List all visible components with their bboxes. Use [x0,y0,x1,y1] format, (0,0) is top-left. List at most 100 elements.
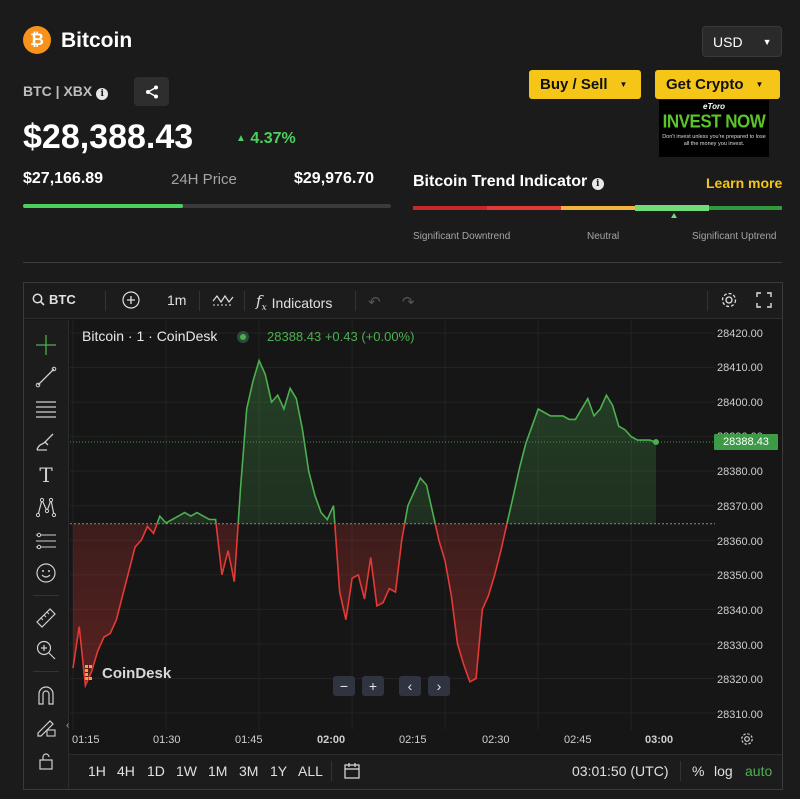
etoro-ad-banner[interactable]: eToro INVEST NOW Don't invest unless you… [659,100,769,157]
crosshair-tool[interactable] [33,333,59,357]
drawing-mode-tool[interactable] [33,715,59,739]
y-tick: 28380.00 [717,466,763,478]
fullscreen-icon [756,292,772,308]
toolbar-separator [199,291,200,311]
ticker-label: BTC | XBX i [23,83,109,100]
range-label: 24H Price [171,171,237,188]
scroll-left-button[interactable]: ‹ [399,676,421,696]
chart-legend-values: 28388.43 +0.43 (+0.00%) [267,329,415,344]
measure-tool[interactable] [33,606,59,630]
prediction-tool[interactable] [33,529,59,553]
symbol-search[interactable]: BTC [32,292,76,307]
trend-line-tool[interactable] [33,365,59,389]
last-price-point [653,439,659,446]
text-tool[interactable]: T [33,463,59,487]
emoji-tool[interactable] [33,561,59,585]
y-tick: 28370.00 [717,501,763,513]
timeframe-1d[interactable]: 1D [147,763,165,779]
bitcoin-glyph: ₿ [30,30,44,50]
text-icon: T [39,463,53,487]
timeframe-1m[interactable]: 1M [208,763,228,779]
zoom-in-button[interactable]: + [362,676,384,696]
pattern-tool[interactable] [33,495,59,519]
buy-sell-label: Buy / Sell [540,76,608,93]
chart-type-button[interactable] [212,292,234,313]
bitcoin-logo-icon: ₿ [23,26,51,54]
gear-icon [721,292,737,308]
y-tick: 28410.00 [717,362,763,374]
magnet-icon [38,686,54,705]
magnet-tool[interactable] [33,683,59,707]
y-tick: 28400.00 [717,397,763,409]
coindesk-logo-icon [85,665,92,680]
zoom-in-icon [36,640,56,660]
brush-icon [36,433,54,451]
price-change: ▲ 4.37% [236,130,296,148]
undo-icon[interactable]: ↶ [368,294,381,311]
interval-button[interactable]: 1m [167,292,187,308]
tool-separator [33,671,59,672]
redo-icon[interactable]: ↷ [402,294,415,311]
timeframe-3m[interactable]: 3M [239,763,259,779]
caret-down-icon: ▼ [755,80,764,89]
axis-settings-button[interactable] [740,732,754,751]
timeframe-1y[interactable]: 1Y [270,763,288,779]
chart-settings-button[interactable] [720,291,738,314]
lock-tool[interactable] [33,749,59,773]
log-scale-toggle[interactable]: log [714,763,733,779]
trend-segment-strong-up [709,206,782,210]
percent-scale-toggle[interactable]: % [692,763,705,779]
calendar-icon [344,763,360,779]
trend-marker [671,213,677,218]
trend-title-text: Bitcoin Trend Indicator [413,173,588,190]
currency-select[interactable]: USD ▼ [702,26,782,57]
info-icon[interactable]: i [591,178,604,190]
price-chart[interactable] [70,320,715,730]
price-range-track [23,204,391,208]
x-tick: 02:45 [564,734,592,746]
fib-tool[interactable] [33,397,59,421]
toolbar-separator [244,291,245,311]
buy-sell-button[interactable]: Buy / Sell ▼ [529,70,641,99]
indicators-button[interactable]: fx Indicators [256,292,332,313]
compare-symbol-button[interactable] [122,291,140,314]
learn-more-link[interactable]: Learn more [706,175,783,191]
coindesk-watermark: CoinDesk [84,664,171,682]
chevron-right-icon: › [436,678,442,694]
brush-tool[interactable] [33,430,59,454]
date-range-button[interactable] [343,762,361,785]
scroll-right-button[interactable]: › [428,676,450,696]
gear-icon [741,733,753,745]
search-icon [32,293,45,306]
add-circle-icon [122,291,140,309]
utc-clock[interactable]: 03:01:50 (UTC) [572,763,669,779]
coin-name: Bitcoin [61,29,133,52]
zoom-tool[interactable] [33,638,59,662]
y-tick: 28320.00 [717,674,763,686]
watermark-text: CoinDesk [102,664,172,682]
chart-legend-title: Bitcoin · 1 · CoinDesk [82,328,218,344]
price-line-up [156,358,657,524]
price-high: $29,976.70 [294,170,375,187]
y-tick: 28330.00 [717,640,763,652]
share-button[interactable] [134,77,169,106]
y-tick: 28350.00 [717,570,763,582]
x-tick: 01:30 [153,734,181,746]
timeframe-4h[interactable]: 4H [117,763,135,779]
get-crypto-button[interactable]: Get Crypto ▼ [655,70,780,99]
share-icon [145,85,158,98]
info-icon[interactable]: i [96,88,109,100]
currency-value: USD [713,33,743,50]
timeframe-1w[interactable]: 1W [176,763,197,779]
auto-scale-toggle[interactable]: auto [745,763,773,779]
y-tick: 28310.00 [717,709,763,721]
function-icon: fx [256,292,267,313]
timeframe-all[interactable]: ALL [298,763,323,779]
fullscreen-button[interactable] [756,292,772,313]
toolbar-separator [105,291,106,311]
area-above-baseline [157,360,656,524]
collapse-toolbar-icon[interactable]: ‹ [66,720,70,731]
chart-top-toolbar [24,283,782,319]
timeframe-1h[interactable]: 1H [88,763,106,779]
zoom-out-button[interactable]: − [333,676,355,696]
